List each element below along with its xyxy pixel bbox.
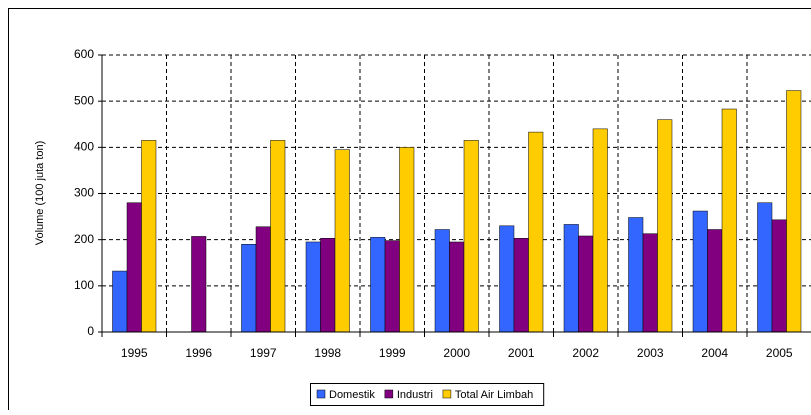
bar <box>579 236 594 332</box>
x-tick-label: 2003 <box>637 346 664 360</box>
x-tick-label: 1995 <box>121 346 148 360</box>
bar <box>435 230 450 332</box>
y-axis-label: Volume (100 juta ton) <box>34 141 46 246</box>
y-tick-label: 500 <box>74 93 94 107</box>
bar <box>500 226 515 332</box>
y-tick-label: 300 <box>74 186 94 200</box>
y-tick-label: 0 <box>87 324 94 338</box>
legend-label: Domestik <box>329 389 375 401</box>
bar <box>142 140 157 332</box>
legend-swatch <box>385 390 393 398</box>
bar <box>529 132 544 332</box>
legend-swatch <box>443 390 451 398</box>
bar <box>127 203 142 332</box>
bar <box>464 140 479 332</box>
bar <box>758 203 773 332</box>
bar <box>708 230 723 332</box>
y-tick-label: 100 <box>74 278 94 292</box>
bar <box>722 109 737 332</box>
legend-label: Total Air Limbah <box>455 389 533 401</box>
bar <box>113 271 128 332</box>
x-tick-label: 2002 <box>572 346 599 360</box>
bar <box>400 147 415 332</box>
x-tick-label: 1996 <box>185 346 212 360</box>
bar <box>335 150 350 332</box>
bar <box>593 129 608 332</box>
bar <box>242 244 257 332</box>
bar <box>385 241 400 332</box>
x-tick-label: 2004 <box>701 346 728 360</box>
bar <box>321 238 336 332</box>
bar <box>271 140 286 332</box>
bar <box>192 236 207 332</box>
bar <box>658 120 673 332</box>
bar <box>450 242 465 332</box>
y-tick-label: 600 <box>74 47 94 61</box>
bar <box>693 211 708 332</box>
bar <box>256 227 271 332</box>
legend-swatch <box>317 390 325 398</box>
bar <box>772 220 787 332</box>
x-tick-label: 1999 <box>379 346 406 360</box>
y-tick-label: 400 <box>74 140 94 154</box>
x-tick-label: 2000 <box>443 346 470 360</box>
x-tick-label: 1998 <box>314 346 341 360</box>
legend-label: Industri <box>397 389 433 401</box>
bar <box>514 238 529 332</box>
x-tick-label: 2001 <box>508 346 535 360</box>
x-tick-label: 1997 <box>250 346 277 360</box>
bar <box>371 237 386 332</box>
bar <box>306 242 321 332</box>
bar <box>564 224 579 332</box>
x-tick-label: 2005 <box>766 346 793 360</box>
y-tick-label: 200 <box>74 232 94 246</box>
bar <box>643 234 658 332</box>
bar <box>787 91 802 332</box>
bar <box>629 218 644 332</box>
